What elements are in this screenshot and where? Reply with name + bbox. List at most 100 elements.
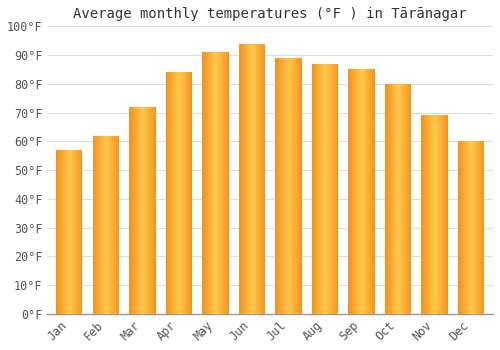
Bar (239, 43, 240, 314)
Bar (257, 43, 258, 314)
Bar (318, 64, 319, 314)
Bar (316, 64, 317, 314)
Bar (205, 52, 206, 314)
Bar (226, 52, 228, 314)
Bar (215, 52, 216, 314)
Bar (432, 116, 434, 314)
Bar (66, 150, 68, 314)
Bar (104, 135, 105, 314)
Bar (154, 107, 155, 314)
Bar (434, 116, 436, 314)
Bar (282, 58, 283, 314)
Bar (365, 69, 366, 314)
Bar (441, 116, 442, 314)
Bar (329, 64, 330, 314)
Bar (139, 107, 140, 314)
Bar (96, 135, 98, 314)
Bar (68, 150, 70, 314)
Bar (390, 84, 391, 314)
Bar (472, 141, 473, 314)
Bar (70, 150, 72, 314)
Bar (64, 150, 66, 314)
Bar (174, 72, 175, 314)
Bar (467, 141, 468, 314)
Bar (168, 72, 169, 314)
Bar (151, 107, 152, 314)
Bar (111, 135, 112, 314)
Bar (299, 58, 300, 314)
Bar (191, 72, 192, 314)
Bar (363, 69, 364, 314)
Bar (189, 72, 190, 314)
Bar (364, 69, 365, 314)
Bar (244, 43, 246, 314)
Bar (284, 58, 285, 314)
Bar (149, 107, 150, 314)
Bar (185, 72, 186, 314)
Bar (131, 107, 132, 314)
Bar (155, 107, 156, 314)
Bar (252, 43, 254, 314)
Bar (246, 43, 248, 314)
Bar (262, 43, 263, 314)
Bar (443, 116, 444, 314)
Bar (348, 69, 349, 314)
Bar (482, 141, 483, 314)
Bar (250, 43, 252, 314)
Bar (239, 43, 240, 314)
Bar (402, 84, 404, 314)
Bar (59, 150, 60, 314)
Bar (360, 69, 361, 314)
Bar (214, 52, 215, 314)
Bar (248, 43, 250, 314)
Bar (328, 64, 329, 314)
Bar (386, 84, 387, 314)
Bar (317, 64, 318, 314)
Bar (56, 150, 57, 314)
Bar (296, 58, 297, 314)
Bar (278, 58, 280, 314)
Bar (181, 72, 182, 314)
Bar (57, 150, 58, 314)
Bar (470, 141, 471, 314)
Bar (410, 84, 411, 314)
Bar (336, 64, 337, 314)
Bar (359, 69, 360, 314)
Bar (222, 52, 224, 314)
Bar (142, 107, 143, 314)
Bar (143, 107, 144, 314)
Bar (324, 64, 325, 314)
Bar (460, 141, 462, 314)
Bar (106, 135, 107, 314)
Bar (301, 58, 302, 314)
Bar (92, 135, 94, 314)
Bar (286, 58, 287, 314)
Bar (72, 150, 74, 314)
Bar (217, 52, 218, 314)
Bar (206, 52, 207, 314)
Bar (170, 72, 171, 314)
Bar (406, 84, 408, 314)
Bar (331, 64, 332, 314)
Bar (167, 72, 168, 314)
Bar (132, 107, 133, 314)
Bar (79, 150, 80, 314)
Bar (204, 52, 205, 314)
Bar (98, 135, 100, 314)
Bar (333, 64, 334, 314)
Bar (387, 84, 388, 314)
Bar (264, 43, 265, 314)
Bar (220, 52, 222, 314)
Bar (261, 43, 262, 314)
Bar (440, 116, 441, 314)
Bar (423, 116, 424, 314)
Bar (216, 52, 217, 314)
Bar (110, 135, 111, 314)
Bar (325, 64, 326, 314)
Bar (370, 69, 371, 314)
Bar (321, 64, 322, 314)
Bar (202, 52, 203, 314)
Bar (107, 135, 108, 314)
Bar (327, 64, 328, 314)
Bar (116, 135, 117, 314)
